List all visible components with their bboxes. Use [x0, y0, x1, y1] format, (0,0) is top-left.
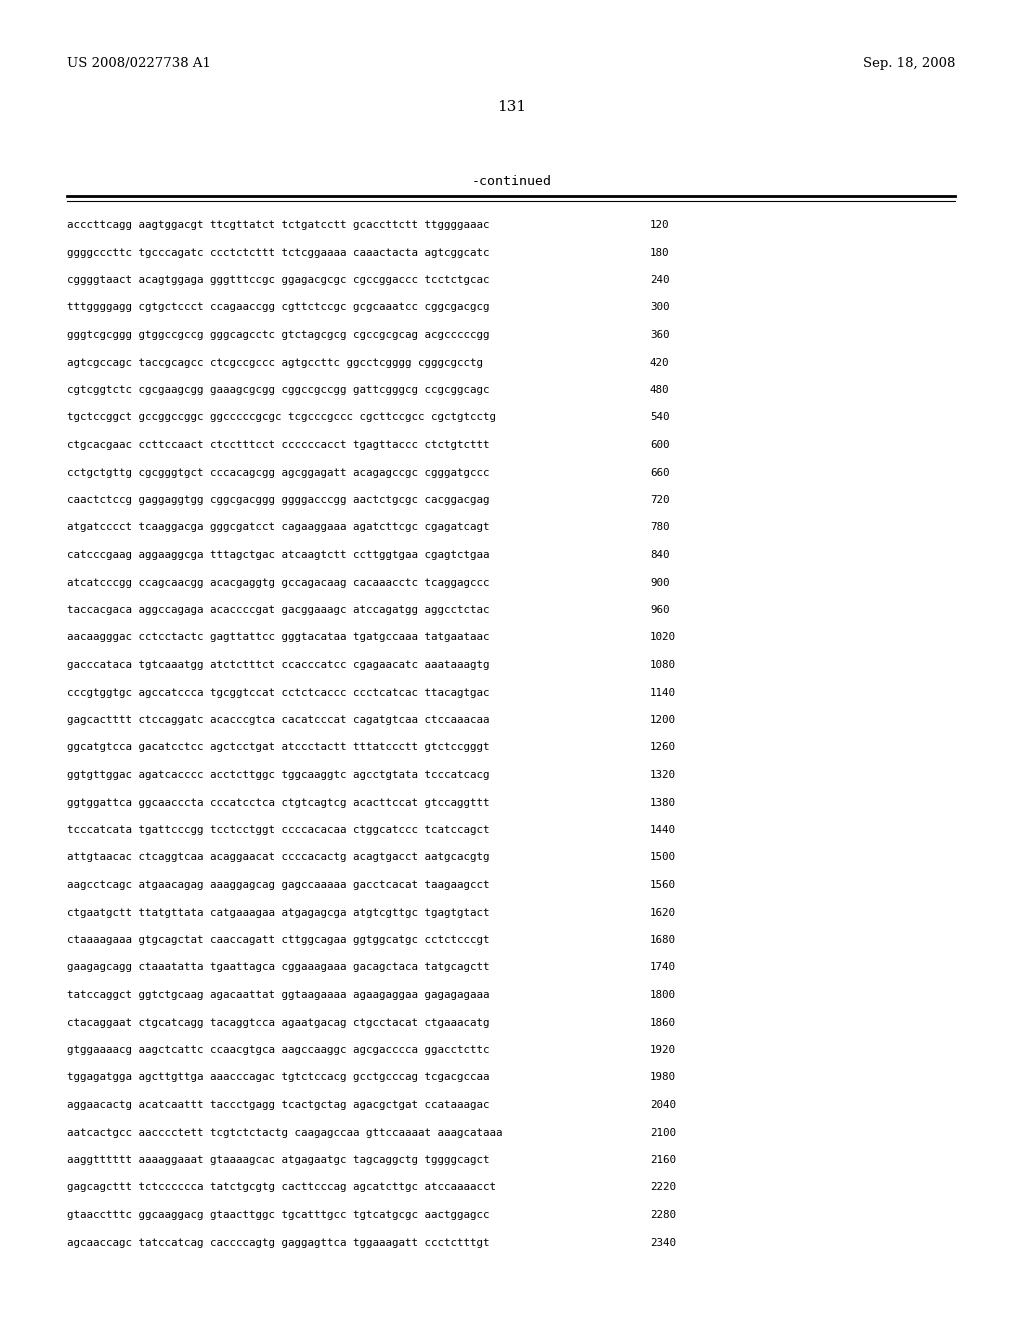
Text: 180: 180: [650, 248, 670, 257]
Text: attgtaacac ctcaggtcaa acaggaacat ccccacactg acagtgacct aatgcacgtg: attgtaacac ctcaggtcaa acaggaacat ccccaca…: [67, 853, 489, 862]
Text: 600: 600: [650, 440, 670, 450]
Text: agcaaccagc tatccatcag caccccagtg gaggagttca tggaaagatt ccctctttgt: agcaaccagc tatccatcag caccccagtg gaggagt…: [67, 1238, 489, 1247]
Text: 900: 900: [650, 578, 670, 587]
Text: gagcagcttt tctcccccca tatctgcgtg cacttcccag agcatcttgc atccaaaacct: gagcagcttt tctcccccca tatctgcgtg cacttcc…: [67, 1183, 496, 1192]
Text: atcatcccgg ccagcaacgg acacgaggtg gccagacaag cacaaacctc tcaggagccc: atcatcccgg ccagcaacgg acacgaggtg gccagac…: [67, 578, 489, 587]
Text: ctaaaagaaa gtgcagctat caaccagatt cttggcagaa ggtggcatgc cctctcccgt: ctaaaagaaa gtgcagctat caaccagatt cttggca…: [67, 935, 489, 945]
Text: atgatcccct tcaaggacga gggcgatcct cagaaggaaa agatcttcgc cgagatcagt: atgatcccct tcaaggacga gggcgatcct cagaagg…: [67, 523, 489, 532]
Text: gagcactttt ctccaggatc acacccgtca cacatcccat cagatgtcaa ctccaaacaa: gagcactttt ctccaggatc acacccgtca cacatcc…: [67, 715, 489, 725]
Text: tggagatgga agcttgttga aaacccagac tgtctccacg gcctgcccag tcgacgccaa: tggagatgga agcttgttga aaacccagac tgtctcc…: [67, 1072, 489, 1082]
Text: 240: 240: [650, 275, 670, 285]
Text: 780: 780: [650, 523, 670, 532]
Text: ggtggattca ggcaacccta cccatcctca ctgtcagtcg acacttccat gtccaggttt: ggtggattca ggcaacccta cccatcctca ctgtcag…: [67, 797, 489, 808]
Text: acccttcagg aagtggacgt ttcgttatct tctgatcctt gcaccttctt ttggggaaac: acccttcagg aagtggacgt ttcgttatct tctgatc…: [67, 220, 489, 230]
Text: 1200: 1200: [650, 715, 676, 725]
Text: 960: 960: [650, 605, 670, 615]
Text: 1020: 1020: [650, 632, 676, 643]
Text: ctgcacgaac ccttccaact ctcctttcct ccccccacct tgagttaccc ctctgtcttt: ctgcacgaac ccttccaact ctcctttcct cccccca…: [67, 440, 489, 450]
Text: aagcctcagc atgaacagag aaaggagcag gagccaaaaa gacctcacat taagaagcct: aagcctcagc atgaacagag aaaggagcag gagccaa…: [67, 880, 489, 890]
Text: 2160: 2160: [650, 1155, 676, 1166]
Text: 300: 300: [650, 302, 670, 313]
Text: 1320: 1320: [650, 770, 676, 780]
Text: 1140: 1140: [650, 688, 676, 697]
Text: 131: 131: [498, 100, 526, 114]
Text: 1080: 1080: [650, 660, 676, 671]
Text: 1800: 1800: [650, 990, 676, 1001]
Text: 2100: 2100: [650, 1127, 676, 1138]
Text: US 2008/0227738 A1: US 2008/0227738 A1: [67, 57, 211, 70]
Text: -continued: -continued: [472, 176, 552, 187]
Text: 2280: 2280: [650, 1210, 676, 1220]
Text: aaggtttttt aaaaggaaat gtaaaagcac atgagaatgc tagcaggctg tggggcagct: aaggtttttt aaaaggaaat gtaaaagcac atgagaa…: [67, 1155, 489, 1166]
Text: ggcatgtcca gacatcctcc agctcctgat atccctactt tttatccctt gtctccgggt: ggcatgtcca gacatcctcc agctcctgat atcccta…: [67, 742, 489, 752]
Text: 480: 480: [650, 385, 670, 395]
Text: aatcactgcc aacccctett tcgtctctactg caagagccaa gttccaaaat aaagcataaa: aatcactgcc aacccctett tcgtctctactg caaga…: [67, 1127, 503, 1138]
Text: 360: 360: [650, 330, 670, 341]
Text: 1680: 1680: [650, 935, 676, 945]
Text: ggtgttggac agatcacccc acctcttggc tggcaaggtc agcctgtata tcccatcacg: ggtgttggac agatcacccc acctcttggc tggcaag…: [67, 770, 489, 780]
Text: 540: 540: [650, 412, 670, 422]
Text: cccgtggtgc agccatccca tgcggtccat cctctcaccc ccctcatcac ttacagtgac: cccgtggtgc agccatccca tgcggtccat cctctca…: [67, 688, 489, 697]
Text: gtaacctttc ggcaaggacg gtaacttggc tgcatttgcc tgtcatgcgc aactggagcc: gtaacctttc ggcaaggacg gtaacttggc tgcattt…: [67, 1210, 489, 1220]
Text: gacccataca tgtcaaatgg atctctttct ccacccatcc cgagaacatc aaataaagtg: gacccataca tgtcaaatgg atctctttct ccaccca…: [67, 660, 489, 671]
Text: 1380: 1380: [650, 797, 676, 808]
Text: 660: 660: [650, 467, 670, 478]
Text: 1920: 1920: [650, 1045, 676, 1055]
Text: gggtcgcggg gtggccgccg gggcagcctc gtctagcgcg cgccgcgcag acgcccccgg: gggtcgcggg gtggccgccg gggcagcctc gtctagc…: [67, 330, 489, 341]
Text: 420: 420: [650, 358, 670, 367]
Text: 1500: 1500: [650, 853, 676, 862]
Text: 2040: 2040: [650, 1100, 676, 1110]
Text: ggggcccttc tgcccagatc ccctctcttt tctcggaaaa caaactacta agtcggcatc: ggggcccttc tgcccagatc ccctctcttt tctcgga…: [67, 248, 489, 257]
Text: catcccgaag aggaaggcga tttagctgac atcaagtctt ccttggtgaa cgagtctgaa: catcccgaag aggaaggcga tttagctgac atcaagt…: [67, 550, 489, 560]
Text: tcccatcata tgattcccgg tcctcctggt ccccacacaa ctggcatccc tcatccagct: tcccatcata tgattcccgg tcctcctggt ccccaca…: [67, 825, 489, 836]
Text: 1560: 1560: [650, 880, 676, 890]
Text: cggggtaact acagtggaga gggtttccgc ggagacgcgc cgccggaccc tcctctgcac: cggggtaact acagtggaga gggtttccgc ggagacg…: [67, 275, 489, 285]
Text: 2340: 2340: [650, 1238, 676, 1247]
Text: cgtcggtctc cgcgaagcgg gaaagcgcgg cggccgccgg gattcgggcg ccgcggcagc: cgtcggtctc cgcgaagcgg gaaagcgcgg cggccgc…: [67, 385, 489, 395]
Text: 1620: 1620: [650, 908, 676, 917]
Text: 840: 840: [650, 550, 670, 560]
Text: 1980: 1980: [650, 1072, 676, 1082]
Text: taccacgaca aggccagaga acaccccgat gacggaaagc atccagatgg aggcctctac: taccacgaca aggccagaga acaccccgat gacggaa…: [67, 605, 489, 615]
Text: 720: 720: [650, 495, 670, 506]
Text: gtggaaaacg aagctcattc ccaacgtgca aagccaaggc agcgacccca ggacctcttc: gtggaaaacg aagctcattc ccaacgtgca aagccaa…: [67, 1045, 489, 1055]
Text: tttggggagg cgtgctccct ccagaaccgg cgttctccgc gcgcaaatcc cggcgacgcg: tttggggagg cgtgctccct ccagaaccgg cgttctc…: [67, 302, 489, 313]
Text: cctgctgttg cgcgggtgct cccacagcgg agcggagatt acagagccgc cgggatgccc: cctgctgttg cgcgggtgct cccacagcgg agcggag…: [67, 467, 489, 478]
Text: 120: 120: [650, 220, 670, 230]
Text: gaagagcagg ctaaatatta tgaattagca cggaaagaaa gacagctaca tatgcagctt: gaagagcagg ctaaatatta tgaattagca cggaaag…: [67, 962, 489, 973]
Text: aggaacactg acatcaattt taccctgagg tcactgctag agacgctgat ccataaagac: aggaacactg acatcaattt taccctgagg tcactgc…: [67, 1100, 489, 1110]
Text: 2220: 2220: [650, 1183, 676, 1192]
Text: 1260: 1260: [650, 742, 676, 752]
Text: 1740: 1740: [650, 962, 676, 973]
Text: tgctccggct gccggccggc ggcccccgcgc tcgcccgccc cgcttccgcc cgctgtcctg: tgctccggct gccggccggc ggcccccgcgc tcgccc…: [67, 412, 496, 422]
Text: 1860: 1860: [650, 1018, 676, 1027]
Text: agtcgccagc taccgcagcc ctcgccgccc agtgccttc ggcctcgggg cgggcgcctg: agtcgccagc taccgcagcc ctcgccgccc agtgcct…: [67, 358, 483, 367]
Text: ctacaggaat ctgcatcagg tacaggtcca agaatgacag ctgcctacat ctgaaacatg: ctacaggaat ctgcatcagg tacaggtcca agaatga…: [67, 1018, 489, 1027]
Text: caactctccg gaggaggtgg cggcgacggg ggggacccgg aactctgcgc cacggacgag: caactctccg gaggaggtgg cggcgacggg ggggacc…: [67, 495, 489, 506]
Text: aacaagggac cctcctactc gagttattcc gggtacataa tgatgccaaa tatgaataac: aacaagggac cctcctactc gagttattcc gggtaca…: [67, 632, 489, 643]
Text: ctgaatgctt ttatgttata catgaaagaa atgagagcga atgtcgttgc tgagtgtact: ctgaatgctt ttatgttata catgaaagaa atgagag…: [67, 908, 489, 917]
Text: 1440: 1440: [650, 825, 676, 836]
Text: Sep. 18, 2008: Sep. 18, 2008: [862, 57, 955, 70]
Text: tatccaggct ggtctgcaag agacaattat ggtaagaaaa agaagaggaa gagagagaaa: tatccaggct ggtctgcaag agacaattat ggtaaga…: [67, 990, 489, 1001]
